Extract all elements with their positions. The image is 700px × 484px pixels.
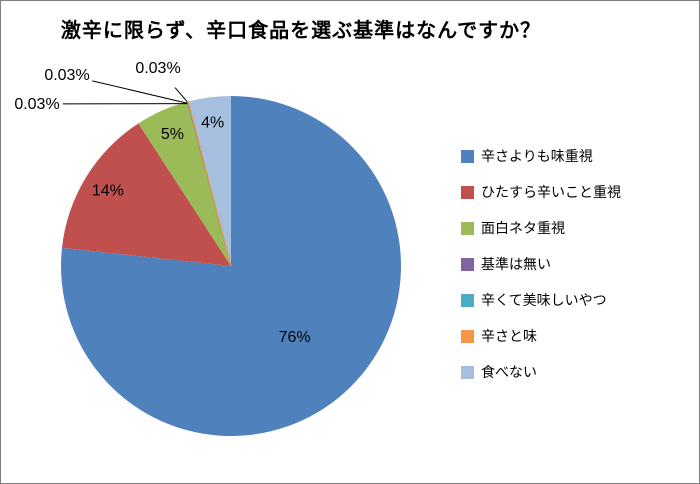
legend-swatch-icon — [461, 257, 474, 271]
leader-line-6 — [174, 87, 190, 104]
slice-value-label-6: 0.03% — [135, 60, 180, 77]
leader-line-5 — [92, 80, 189, 104]
legend-item-1: 辛さよりも味重視 — [461, 138, 621, 174]
chart-title: 激辛に限らず、辛口食品を選ぶ基準はなんですか？ — [60, 20, 542, 42]
legend-swatch-icon — [461, 329, 474, 343]
legend-item-5: 辛くて美味しいやつ — [461, 282, 621, 318]
pie-slice-2 — [61, 123, 231, 266]
pie-slice-6 — [187, 100, 232, 267]
pie-slice-1 — [61, 96, 402, 436]
legend-label: 食べない — [481, 364, 537, 380]
legend-swatch-icon — [461, 185, 474, 199]
legend-label: 基準は無い — [481, 256, 551, 272]
slice-value-label-3: 5% — [161, 126, 184, 143]
slice-value-label-2: 14% — [92, 182, 124, 199]
slice-value-label-4: 0.03% — [14, 96, 59, 113]
legend-swatch-icon — [461, 149, 474, 163]
legend-item-7: 食べない — [461, 354, 621, 390]
legend-label: 辛くて美味しいやつ — [481, 292, 607, 308]
legend-item-6: 辛さと味 — [461, 318, 621, 354]
legend-item-2: ひたすら辛いこと重視 — [461, 174, 621, 210]
legend: 辛さよりも味重視ひたすら辛いこと重視 面白ネタ重視 基準は無い辛くて美味しいやつ 辛さ… — [461, 138, 621, 390]
pie-slice-3 — [138, 101, 231, 267]
legend-item-3: 面白ネタ重視 — [461, 210, 621, 246]
slice-value-label-5: 0.03% — [44, 67, 89, 84]
legend-swatch-icon — [461, 221, 474, 235]
legend-label: 面白ネタ重視 — [481, 220, 565, 236]
legend-swatch-icon — [461, 293, 474, 307]
slice-value-label-7: 4% — [201, 115, 224, 132]
legend-swatch-icon — [461, 365, 474, 379]
slice-value-label-1: 76% — [279, 329, 311, 346]
legend-label: ひたすら辛いこと重視 — [481, 184, 621, 200]
legend-item-4: 基準は無い — [461, 246, 621, 282]
legend-label: 辛さよりも味重視 — [481, 148, 593, 164]
legend-label: 辛さと味 — [481, 328, 537, 344]
